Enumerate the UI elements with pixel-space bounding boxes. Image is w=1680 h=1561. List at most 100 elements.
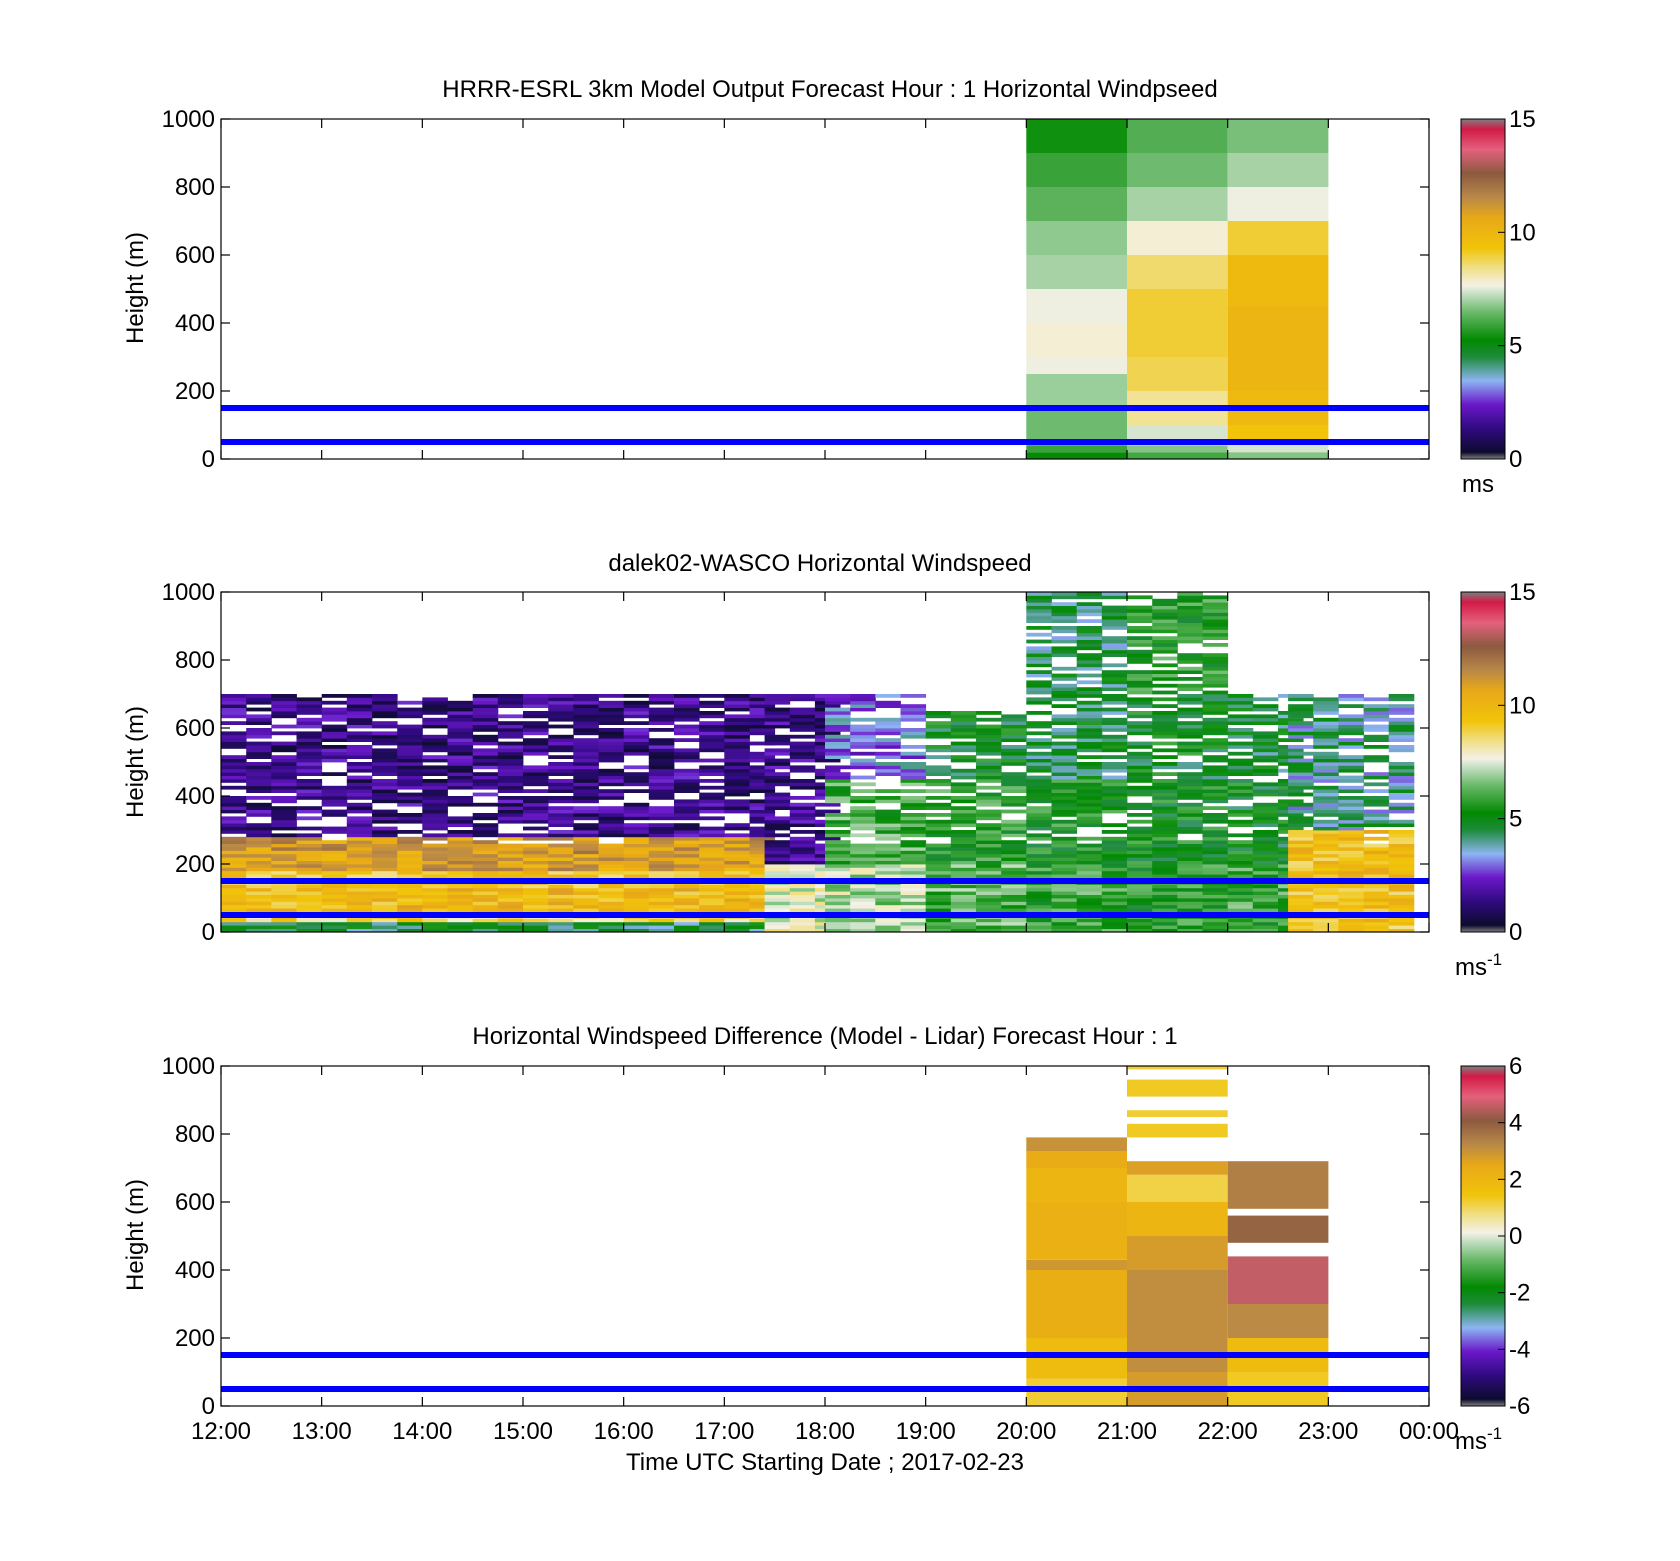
heatmap-cell xyxy=(1076,639,1103,644)
heatmap-cell xyxy=(1101,901,1128,906)
heatmap-cell xyxy=(422,734,448,739)
heatmap-cell xyxy=(1152,904,1178,909)
heatmap-cell xyxy=(850,796,876,800)
heatmap-cell xyxy=(1202,656,1229,661)
heatmap-cell xyxy=(789,857,816,861)
heatmap-cell xyxy=(900,765,927,770)
heatmap-cell xyxy=(789,921,816,926)
heatmap-cell xyxy=(1227,874,1254,878)
heatmap-cell xyxy=(221,819,247,824)
heatmap-cell xyxy=(1338,728,1364,732)
heatmap-cell xyxy=(1001,714,1027,719)
heatmap-cell xyxy=(472,843,499,848)
heatmap-cell xyxy=(1001,867,1027,872)
heatmap-cell xyxy=(1076,690,1103,695)
heatmap-cell xyxy=(674,724,700,729)
heatmap-cell xyxy=(472,775,499,780)
heatmap-cell xyxy=(674,755,700,759)
heatmap-cell xyxy=(598,898,625,902)
heatmap-cell xyxy=(497,758,524,763)
heatmap-cell xyxy=(1101,792,1128,797)
heatmap-cell xyxy=(1127,758,1153,763)
heatmap-cell xyxy=(1127,673,1153,678)
heatmap-cell xyxy=(875,901,901,906)
heatmap-cell xyxy=(1026,1338,1127,1379)
heatmap-cell xyxy=(1051,741,1078,746)
heatmap-cell xyxy=(1001,782,1027,787)
heatmap-cell xyxy=(1338,816,1364,821)
heatmap-cell xyxy=(1202,891,1229,895)
heatmap-cell xyxy=(764,806,791,810)
heatmap-cell xyxy=(573,847,599,851)
heatmap-cell xyxy=(976,921,1002,926)
heatmap-cell xyxy=(271,819,297,824)
heatmap-cell xyxy=(1338,741,1364,746)
heatmap-cell xyxy=(548,738,574,742)
heatmap-cell xyxy=(1177,840,1203,844)
heatmap-cell xyxy=(1076,898,1103,902)
heatmap-cell xyxy=(1338,891,1364,895)
heatmap-cell xyxy=(573,823,599,827)
heatmap-cell xyxy=(749,860,776,865)
heatmap-cell xyxy=(1026,768,1052,773)
heatmap-cell xyxy=(925,904,952,909)
heatmap-cell xyxy=(1026,595,1052,600)
heatmap-cell xyxy=(699,796,725,800)
heatmap-cell xyxy=(221,867,247,872)
heatmap-cell xyxy=(648,908,675,912)
heatmap-cell xyxy=(724,765,750,770)
heatmap-cell xyxy=(648,816,675,821)
heatmap-cell xyxy=(976,891,1002,895)
heatmap-cell xyxy=(271,694,297,698)
heatmap-cell xyxy=(1288,731,1314,736)
heatmap-cell xyxy=(623,887,650,892)
heatmap-cell xyxy=(1227,901,1254,906)
heatmap-cell xyxy=(372,826,398,831)
heatmap-cell xyxy=(900,772,927,776)
heatmap-cell xyxy=(422,874,448,878)
heatmap-cell xyxy=(1152,714,1178,719)
heatmap-cell xyxy=(1101,921,1128,926)
heatmap-cell xyxy=(1152,762,1178,766)
heatmap-cell xyxy=(875,809,901,814)
heatmap-cell xyxy=(900,850,927,855)
heatmap-cell xyxy=(1227,813,1254,817)
heatmap-cell xyxy=(1313,843,1339,848)
heatmap-cell xyxy=(221,847,247,851)
heatmap-cell xyxy=(1288,806,1314,810)
heatmap-cell xyxy=(346,894,373,899)
heatmap-cell xyxy=(699,772,725,776)
heatmap-cell xyxy=(1026,843,1052,848)
heatmap-cell xyxy=(372,908,398,912)
heatmap-cell xyxy=(397,874,423,878)
heatmap-cell xyxy=(1252,819,1279,824)
heatmap-cell xyxy=(976,738,1002,742)
heatmap-cell xyxy=(1076,864,1103,868)
heatmap-cell xyxy=(724,762,750,766)
heatmap-cell xyxy=(1076,901,1103,906)
heatmap-cell xyxy=(1227,928,1254,933)
heatmap-cell xyxy=(472,813,499,817)
heatmap-cell xyxy=(1177,741,1203,746)
heatmap-cell xyxy=(372,734,398,739)
heatmap-cell xyxy=(1177,813,1203,817)
heatmap-cell xyxy=(1388,738,1415,742)
heatmap-cell xyxy=(1051,609,1078,613)
heatmap-cell xyxy=(1001,762,1027,766)
heatmap-cell xyxy=(422,768,448,773)
heatmap-cell xyxy=(1101,853,1128,858)
heatmap-cell xyxy=(900,918,927,923)
heatmap-cell xyxy=(271,707,297,712)
heatmap-cell xyxy=(1202,636,1229,640)
heatmap-cell xyxy=(1101,762,1128,766)
heatmap-cell xyxy=(321,802,348,807)
heatmap-cell xyxy=(221,772,247,776)
heatmap-cell xyxy=(598,857,625,861)
heatmap-cell xyxy=(422,898,448,902)
heatmap-cell xyxy=(976,751,1002,756)
heatmap-cell xyxy=(1051,918,1078,923)
heatmap-cell xyxy=(1202,660,1229,664)
heatmap-cell xyxy=(1127,615,1153,620)
heatmap-cell xyxy=(523,819,549,824)
heatmap-cell xyxy=(1338,870,1364,875)
